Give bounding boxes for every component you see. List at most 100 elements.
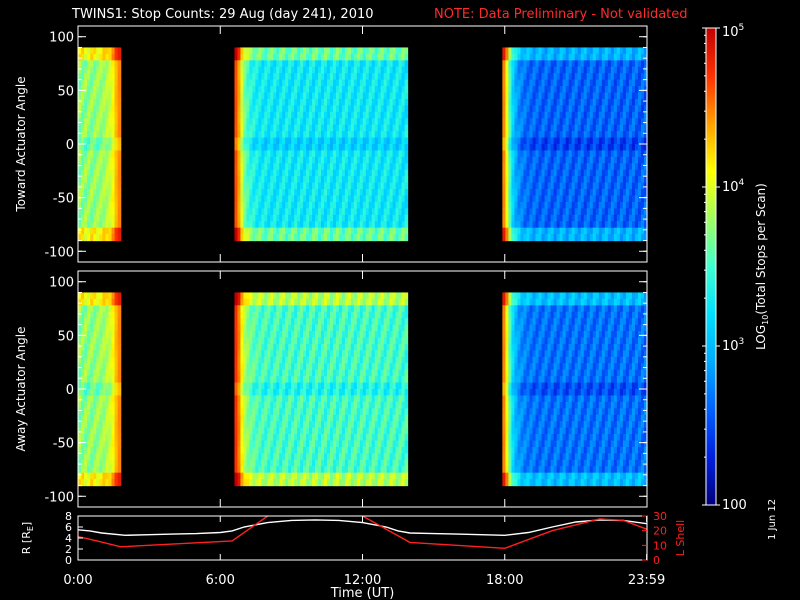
- away-cell: [282, 292, 286, 300]
- away-cell: [288, 453, 292, 461]
- away-cell: [78, 389, 82, 397]
- toward-ytick-label: 50: [57, 84, 74, 99]
- toward-cell: [258, 98, 262, 106]
- toward-cell: [386, 144, 391, 152]
- toward-cell: [294, 105, 298, 113]
- away-cell: [78, 382, 82, 390]
- away-cell: [84, 292, 88, 300]
- toward-cell: [383, 92, 388, 100]
- toward-cell: [303, 144, 307, 152]
- toward-cell: [111, 47, 116, 55]
- away-cell: [315, 440, 319, 448]
- away-cell: [84, 453, 88, 461]
- toward-cell: [634, 118, 639, 126]
- away-cell: [291, 318, 295, 326]
- toward-cell: [538, 182, 543, 190]
- toward-cell: [294, 234, 298, 242]
- toward-cell: [520, 92, 525, 100]
- toward-cell: [81, 118, 85, 126]
- toward-cell: [386, 214, 391, 222]
- toward-cell: [255, 111, 259, 119]
- toward-cell: [604, 150, 609, 158]
- toward-cell: [616, 105, 621, 113]
- toward-cell: [356, 182, 361, 190]
- toward-cell: [288, 221, 292, 229]
- toward-cell: [628, 189, 633, 197]
- away-cell: [312, 389, 316, 397]
- toward-cell: [613, 98, 618, 106]
- toward-cell: [285, 111, 289, 119]
- toward-cell: [321, 234, 325, 242]
- away-cell: [312, 421, 316, 429]
- toward-cell: [105, 105, 110, 113]
- toward-cell: [556, 227, 561, 235]
- toward-cell: [598, 131, 603, 139]
- toward-cell: [323, 124, 328, 132]
- toward-cell: [318, 137, 322, 145]
- toward-cell: [526, 98, 531, 106]
- toward-cell: [392, 144, 397, 152]
- away-cell: [294, 337, 298, 345]
- toward-cell: [93, 105, 97, 113]
- away-cell: [255, 331, 259, 339]
- toward-cell: [323, 144, 328, 152]
- toward-cell: [93, 144, 97, 152]
- toward-cell: [90, 124, 94, 132]
- toward-cell: [264, 111, 268, 119]
- toward-cell: [234, 118, 239, 126]
- toward-cell: [604, 234, 609, 242]
- toward-cell: [502, 169, 506, 177]
- away-cell: [288, 395, 292, 403]
- away-cell: [105, 343, 110, 351]
- toward-cell: [356, 124, 361, 132]
- away-cell: [276, 434, 280, 442]
- away-cell: [288, 421, 292, 429]
- toward-cell: [87, 86, 91, 94]
- toward-cell: [607, 73, 612, 81]
- toward-cell: [252, 144, 256, 152]
- toward-cell: [637, 169, 642, 177]
- toward-cell: [273, 60, 277, 68]
- toward-cell: [601, 150, 606, 158]
- away-cell: [288, 408, 292, 416]
- toward-cell: [550, 53, 555, 61]
- toward-cell: [279, 79, 283, 87]
- toward-cell: [329, 86, 334, 94]
- toward-cell: [102, 195, 107, 203]
- away-cell: [237, 331, 242, 339]
- away-cell: [108, 350, 113, 358]
- toward-cell: [294, 66, 298, 74]
- toward-cell: [78, 47, 82, 55]
- toward-cell: [267, 182, 271, 190]
- toward-cell: [598, 201, 603, 209]
- away-cell: [90, 318, 94, 326]
- toward-cell: [562, 208, 567, 216]
- away-cell: [297, 311, 301, 319]
- toward-cell: [111, 79, 116, 87]
- toward-cell: [520, 176, 525, 184]
- toward-cell: [520, 118, 525, 126]
- toward-cell: [583, 214, 588, 222]
- away-cell: [282, 434, 286, 442]
- toward-cell: [87, 195, 91, 203]
- away-cell: [303, 382, 307, 390]
- toward-cell: [532, 73, 537, 81]
- toward-cell: [589, 66, 594, 74]
- toward-cell: [565, 163, 570, 171]
- away-cell: [243, 318, 248, 326]
- away-cell: [264, 389, 268, 397]
- toward-cell: [401, 169, 406, 177]
- toward-cell: [526, 227, 531, 235]
- away-cell: [105, 292, 110, 300]
- toward-cell: [252, 79, 256, 87]
- toward-cell: [285, 53, 289, 61]
- toward-cell: [99, 201, 103, 209]
- away-cell: [267, 421, 271, 429]
- away-cell: [306, 408, 310, 416]
- away-cell: [264, 305, 268, 313]
- toward-cell: [526, 105, 531, 113]
- away-cell: [117, 414, 122, 422]
- toward-cell: [303, 79, 307, 87]
- toward-cell: [300, 195, 304, 203]
- toward-cell: [523, 163, 528, 171]
